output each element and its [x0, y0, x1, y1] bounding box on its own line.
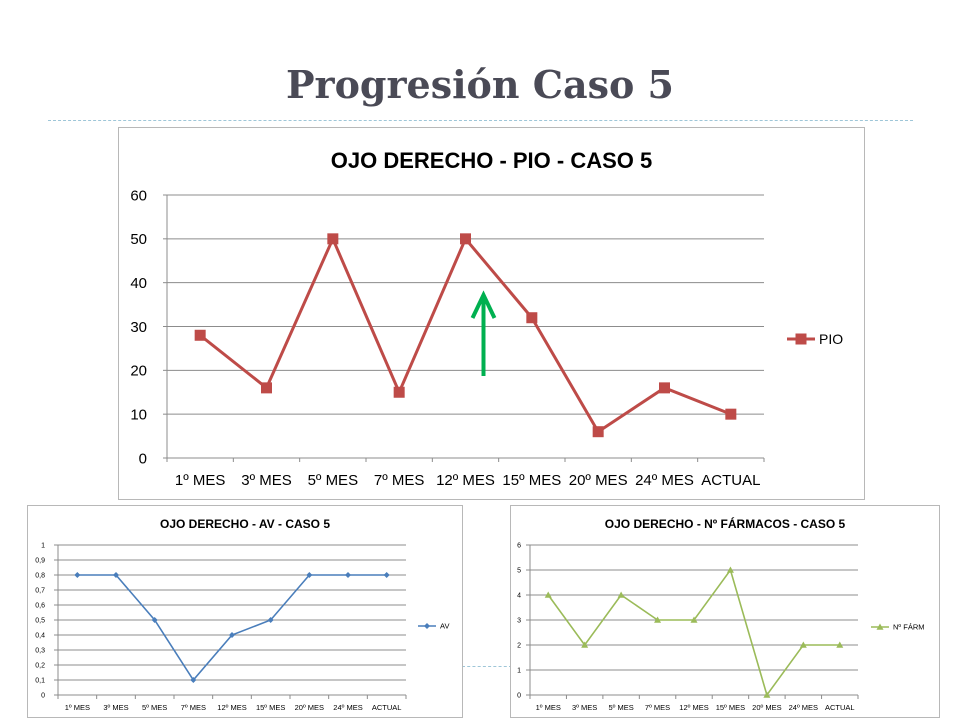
y-tick-label: 0,2 [35, 662, 45, 669]
y-tick-label: 50 [130, 231, 147, 248]
data-point [345, 572, 351, 578]
data-point [592, 426, 604, 438]
chart-title: OJO DERECHO - Nº FÁRMACOS - CASO 5 [605, 516, 846, 531]
y-tick-label: 0,9 [35, 557, 45, 564]
series-line [77, 574, 387, 682]
chart-av: OJO DERECHO - AV - CASO 5 0 0,1 0,2 0,3 0,4 0,… [27, 505, 463, 718]
annotation-arrow-head [470, 290, 497, 319]
y-tick-label: 0,7 [35, 587, 45, 594]
x-tick-label: ACTUAL [701, 472, 760, 489]
y-tick-label: 4 [517, 592, 521, 599]
x-tick-label: 12º MES [436, 472, 495, 489]
x-tick-label: 24º MES [789, 703, 818, 712]
series-line [547, 568, 840, 697]
x-tick-label: 3º MES [241, 472, 292, 489]
data-point [194, 329, 206, 341]
y-tick-label: 20 [130, 363, 147, 380]
chart-pio: OJO DERECHO - PIO - CASO 5 0 10 20 30 40 50 60 1… [118, 127, 865, 500]
data-point [659, 382, 670, 394]
y-tick-label: 30 [130, 319, 147, 336]
x-tick-label: 5º MES [142, 703, 167, 712]
data-point [229, 632, 235, 638]
data-point [383, 572, 390, 578]
data-point [763, 691, 771, 698]
y-tick-label: 1 [41, 542, 45, 549]
y-tick-label: 0,8 [35, 572, 45, 579]
data-point [261, 382, 272, 394]
y-tick-label: 0 [41, 692, 45, 699]
slide-title: Progresión Caso 5 [285, 62, 674, 107]
x-tick-label: 3º MES [572, 703, 597, 712]
y-tick-label: 40 [130, 275, 147, 292]
data-point [726, 566, 734, 573]
x-tick-label: 12º MES [217, 703, 246, 712]
y-tick-label: 0,1 [35, 677, 45, 684]
x-tick-label: 24º MES [333, 703, 362, 712]
data-point [460, 233, 471, 245]
x-tick-label: 7º MES [181, 703, 206, 712]
x-tick-label: 20º MES [569, 472, 628, 489]
data-point [526, 312, 538, 324]
x-tick-label: 15º MES [256, 703, 285, 712]
data-point [306, 572, 313, 578]
x-tick-label: 15º MES [502, 472, 561, 489]
x-tick-label: 24º MES [635, 472, 694, 489]
x-tick-label: 5º MES [308, 472, 359, 489]
data-point [799, 641, 807, 648]
data-point [876, 623, 884, 630]
data-point [393, 386, 405, 398]
y-tick-label: 0,4 [35, 632, 45, 639]
title-divider [48, 120, 913, 121]
legend-label: Nº FÁRM [893, 623, 925, 632]
x-tick-label: 7º MES [374, 472, 425, 489]
data-point [725, 408, 737, 420]
data-point [151, 617, 158, 623]
x-tick-label: 12º MES [679, 703, 708, 712]
legend-label: AV [440, 622, 449, 631]
series-line [199, 235, 732, 434]
y-tick-label: 0,3 [35, 647, 45, 654]
y-tick-label: 10 [130, 406, 147, 423]
divider-fragment [462, 666, 512, 667]
x-tick-label: ACTUAL [372, 703, 402, 712]
data-point [74, 572, 81, 578]
x-tick-label: 3º MES [103, 703, 128, 712]
legend-label: PIO [819, 331, 843, 347]
y-tick-label: 0,6 [35, 602, 45, 609]
data-point [544, 591, 552, 598]
data-point [113, 572, 119, 578]
y-tick-label: 3 [517, 617, 521, 624]
x-tick-label: 1º MES [65, 703, 90, 712]
x-tick-label: ACTUAL [825, 703, 855, 712]
y-tick-label: 1 [517, 667, 521, 674]
y-tick-label: 0 [517, 692, 521, 699]
data-point [424, 623, 430, 629]
data-point [617, 591, 625, 598]
data-point [327, 233, 339, 245]
y-tick-label: 6 [517, 542, 521, 549]
chart-title: OJO DERECHO - PIO - CASO 5 [331, 148, 653, 173]
data-point [690, 616, 698, 623]
data-point [836, 641, 844, 648]
chart-farmacos: OJO DERECHO - Nº FÁRMACOS - CASO 5 0 1 2 3 4 5… [510, 505, 940, 718]
data-point [267, 617, 274, 623]
y-tick-label: 5 [517, 567, 521, 574]
data-point [190, 677, 197, 683]
y-tick-label: 2 [517, 642, 521, 649]
x-tick-label: 5º MES [608, 703, 633, 712]
x-tick-label: 20º MES [295, 703, 324, 712]
x-tick-label: 7º MES [645, 703, 670, 712]
y-tick-label: 0,5 [35, 617, 45, 624]
y-tick-label: 0 [139, 450, 147, 467]
y-tick-label: 60 [130, 187, 147, 204]
x-tick-label: 15º MES [716, 703, 745, 712]
x-tick-label: 1º MES [536, 703, 561, 712]
x-tick-label: 20º MES [752, 703, 781, 712]
x-tick-label: 1º MES [175, 472, 226, 489]
chart-title: OJO DERECHO - AV - CASO 5 [160, 517, 330, 531]
data-point [581, 641, 589, 648]
data-point [654, 616, 662, 623]
data-point [795, 333, 807, 345]
